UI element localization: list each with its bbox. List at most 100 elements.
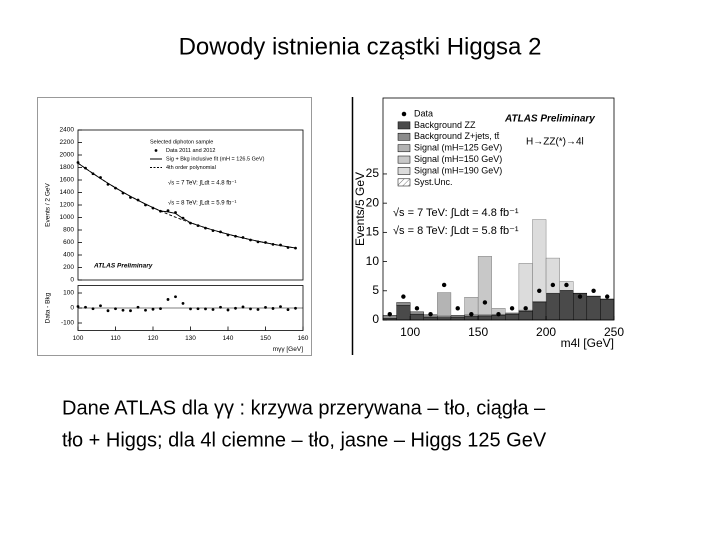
data-point (509, 306, 515, 311)
legend-swatch (397, 167, 411, 175)
legend-marker (154, 149, 158, 152)
data-point (159, 307, 162, 310)
data-point (537, 288, 542, 293)
data-point (226, 308, 230, 312)
data-point (144, 308, 147, 312)
legend-swatch (397, 178, 411, 187)
data-point (114, 307, 117, 311)
data-point (577, 294, 583, 299)
signal-bar (545, 257, 560, 294)
signal-bar (477, 256, 492, 315)
background-bar (396, 305, 411, 321)
background-bar (477, 315, 492, 321)
legend-label: Signal (mH=150 GeV) (414, 154, 502, 164)
legend-label: Signal (mH=190 GeV) (414, 165, 502, 175)
annotation: √s = 8 TeV: ∫Ldt = 5.8 fb⁻¹ (393, 225, 519, 237)
background-bar (450, 316, 465, 321)
legend-swatch (397, 121, 411, 130)
data-point (84, 305, 87, 309)
y-tick-label: -100 (61, 320, 74, 327)
data-point (591, 288, 596, 293)
background-bar (423, 316, 438, 321)
annotation: H→ZZ(*)→4l (526, 137, 584, 148)
data-point (166, 298, 170, 301)
y-tick-label: 2000 (60, 152, 75, 159)
background-bar (437, 315, 452, 318)
data-point (605, 294, 610, 299)
data-point (469, 311, 474, 317)
y-tick-label: 100 (63, 290, 74, 297)
y-tick-label: 25 (366, 166, 380, 180)
y-tick-label: 200 (63, 264, 74, 271)
background-bar (518, 311, 533, 321)
data-point (294, 246, 297, 250)
y-tick-label: 0 (372, 312, 379, 326)
legend-label: Background ZZ (414, 120, 476, 130)
legend-label: Data 2011 and 2012 (166, 148, 215, 154)
x-tick-label: 100 (400, 325, 420, 339)
y-tick-label: 600 (63, 239, 74, 246)
y-tick-label: 1400 (60, 189, 75, 196)
fit-line (77, 162, 296, 249)
x-tick-label: 160 (298, 335, 309, 342)
y-tick-label: 1800 (60, 164, 75, 171)
y-tick-label: 1600 (60, 177, 75, 184)
data-point (523, 306, 528, 311)
y-tick-label: 0 (70, 277, 74, 284)
x-tick-label: 150 (260, 335, 271, 342)
data-point (271, 307, 275, 310)
annotation: ATLAS Preliminary (93, 263, 153, 270)
data-point (455, 306, 460, 311)
data-point (106, 309, 110, 313)
figure-frame (37, 97, 312, 356)
caption-line: tło + Higgs; dla 4l ciemne – tło, jasne … (62, 429, 547, 451)
y-tick-label: 1200 (60, 202, 75, 209)
y-axis-label: Events / 2 GeV (45, 182, 52, 226)
data-point (286, 308, 290, 312)
slide-title: Dowody istnienia cząstki Higgsa 2 (179, 33, 542, 60)
data-point (196, 307, 200, 311)
data-point (294, 306, 297, 310)
data-point (279, 305, 282, 309)
data-point (496, 311, 501, 317)
y-tick-label: 400 (63, 252, 74, 259)
annotation: √s = 7 TeV: ∫Ldt = 4.8 fb⁻¹ (393, 207, 519, 219)
data-point (564, 282, 569, 288)
background-bar (573, 292, 588, 294)
y-tick-label: 5 (372, 283, 379, 297)
data-point (189, 307, 192, 311)
y-tick-label: 15 (366, 225, 380, 239)
x-tick-label: 140 (223, 335, 234, 342)
background-bar (464, 316, 479, 321)
background-bar (532, 302, 547, 321)
background-bar (505, 312, 520, 315)
data-point (181, 301, 185, 305)
x-tick-label: 130 (185, 335, 196, 342)
legend-title: Selected diphoton sample (150, 139, 213, 145)
background-bar (505, 313, 520, 321)
legend-label: Sig + Bkg inclusive fit (mH = 126.5 GeV) (166, 156, 265, 162)
annotation: ATLAS Preliminary (504, 114, 595, 125)
data-point (401, 294, 406, 299)
x-tick-label: 120 (148, 335, 159, 342)
x-tick-label: 100 (73, 335, 84, 342)
data-point (428, 311, 433, 317)
signal-bar (437, 292, 452, 317)
legend-label: Signal (mH=125 GeV) (414, 143, 502, 153)
data-point (99, 304, 102, 308)
background-bar (409, 311, 424, 315)
y-axis-label: Events/5 GeV (353, 172, 367, 246)
background-bar (409, 313, 424, 321)
data-point (234, 306, 237, 310)
background-bar (586, 296, 601, 321)
data-point (174, 295, 177, 299)
x-axis-label: mγγ [GeV] (273, 346, 304, 353)
y-axis-label: Data - Bkg (45, 292, 52, 323)
annotation: √s = 8 TeV: ∫Ldt = 5.9 fb⁻¹ (168, 200, 236, 207)
y-tick-label: 20 (366, 195, 380, 209)
data-point (482, 300, 488, 305)
data-point (387, 311, 392, 317)
y-tick-label: 2400 (60, 127, 75, 134)
data-point (151, 307, 155, 311)
